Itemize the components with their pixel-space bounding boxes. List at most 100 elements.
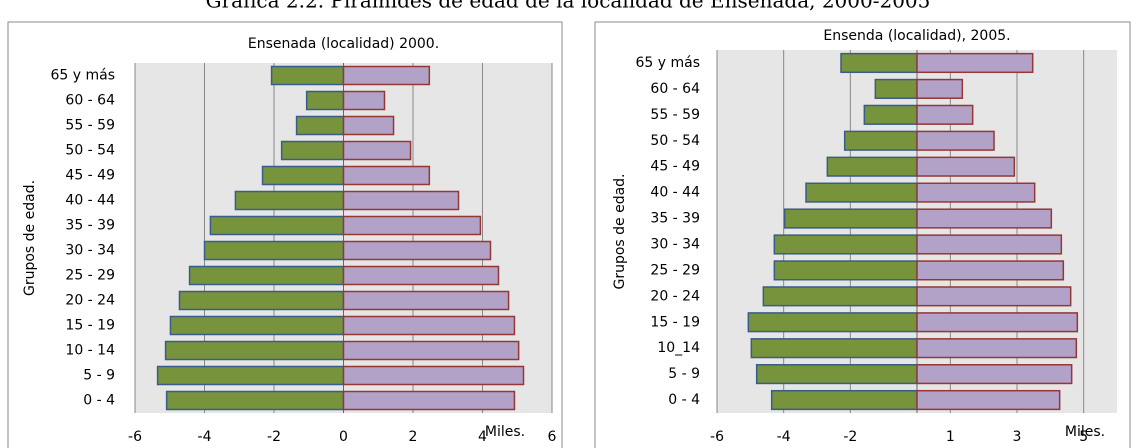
bar (762, 286, 918, 307)
category-label: 40 - 44 (65, 193, 115, 209)
bar (916, 52, 1034, 74)
bar (874, 78, 918, 99)
bar (165, 390, 345, 411)
bar (342, 365, 525, 386)
category-label: 0 - 4 (83, 393, 115, 409)
category-label: 10_14 (657, 340, 700, 356)
bar (916, 234, 1063, 255)
x-tick-label: 2 (409, 429, 418, 445)
bar (750, 338, 918, 359)
chart-title: Ensenada (localidad) 2000. (248, 36, 439, 52)
x-axis-label: Miles. (1065, 424, 1105, 440)
bar (805, 182, 918, 203)
x-tick-label: -4 (777, 429, 791, 445)
category-label: 30 - 34 (65, 243, 115, 259)
bar (156, 365, 345, 386)
category-label: 65 y más (635, 55, 700, 71)
bar (916, 364, 1073, 385)
bar (342, 390, 516, 411)
bar (261, 165, 345, 186)
category-label: 20 - 24 (650, 288, 700, 304)
x-tick-label: -6 (710, 429, 724, 445)
bar (342, 165, 431, 186)
category-label: 45 - 49 (650, 159, 700, 175)
bar (164, 340, 345, 361)
x-tick-label: 1 (946, 429, 955, 445)
x-tick-label: 6 (548, 429, 557, 445)
bar (826, 156, 918, 177)
bar (342, 190, 460, 211)
x-tick-label: 3 (1013, 429, 1022, 445)
bar (747, 312, 918, 333)
category-label: 15 - 19 (65, 318, 115, 334)
category-label: 20 - 24 (65, 293, 115, 309)
category-label: 35 - 39 (650, 211, 700, 227)
category-label: 50 - 54 (650, 133, 700, 149)
category-label: 60 - 64 (65, 93, 115, 109)
category-label: 55 - 59 (650, 107, 700, 123)
category-label: 25 - 29 (650, 262, 700, 278)
category-label: 5 - 9 (668, 366, 700, 382)
x-tick-label: -4 (198, 429, 212, 445)
category-label: 65 y más (50, 68, 115, 84)
x-tick-label: 4 (478, 429, 487, 445)
bar (342, 115, 395, 136)
bar (773, 234, 918, 255)
x-tick-label: -6 (128, 429, 142, 445)
x-tick-label: -2 (267, 429, 281, 445)
x-axis-label: Miles. (485, 424, 525, 440)
bar (169, 315, 345, 336)
bar (342, 265, 500, 286)
bar (209, 215, 345, 236)
category-label: 55 - 59 (65, 118, 115, 134)
category-label: 50 - 54 (65, 143, 115, 159)
bar (916, 104, 974, 125)
y-axis-label: Grupos de edad. (612, 173, 628, 289)
bar (342, 65, 431, 86)
bar (342, 290, 510, 311)
bar (188, 265, 345, 286)
bar (342, 140, 412, 161)
bar (916, 312, 1079, 333)
bar (342, 215, 482, 236)
bar (178, 290, 345, 311)
bar (916, 130, 995, 151)
bar (203, 240, 345, 261)
bar (916, 286, 1072, 307)
bar (270, 65, 345, 86)
y-axis-label: Grupos de edad. (22, 180, 38, 296)
category-label: 45 - 49 (65, 168, 115, 184)
bar (305, 90, 345, 111)
category-label: 30 - 34 (650, 236, 700, 252)
bar (916, 260, 1065, 281)
bar (234, 190, 345, 211)
bar (280, 140, 345, 161)
bar (342, 240, 492, 261)
category-label: 25 - 29 (65, 268, 115, 284)
page-title: Gráfica 2.2. Pirámides de edad de la loc… (206, 0, 931, 13)
bar (843, 130, 918, 151)
bar (770, 389, 918, 411)
bar (342, 340, 520, 361)
category-label: 15 - 19 (650, 314, 700, 330)
bar (916, 208, 1053, 229)
bar (755, 364, 918, 385)
bar (342, 90, 386, 111)
bar (295, 115, 345, 136)
bar (916, 78, 964, 99)
bar (916, 389, 1061, 411)
bar (863, 104, 918, 125)
category-label: 35 - 39 (65, 218, 115, 234)
bar (783, 208, 918, 229)
category-label: 10 - 14 (65, 343, 115, 359)
x-tick-label: 0 (339, 429, 348, 445)
category-label: 40 - 44 (650, 185, 700, 201)
category-label: 60 - 64 (650, 81, 700, 97)
bar (840, 52, 918, 74)
bar (342, 315, 516, 336)
category-label: 5 - 9 (83, 368, 115, 384)
bar (916, 156, 1016, 177)
x-tick-label: 5 (1079, 429, 1088, 445)
bar (773, 260, 918, 281)
